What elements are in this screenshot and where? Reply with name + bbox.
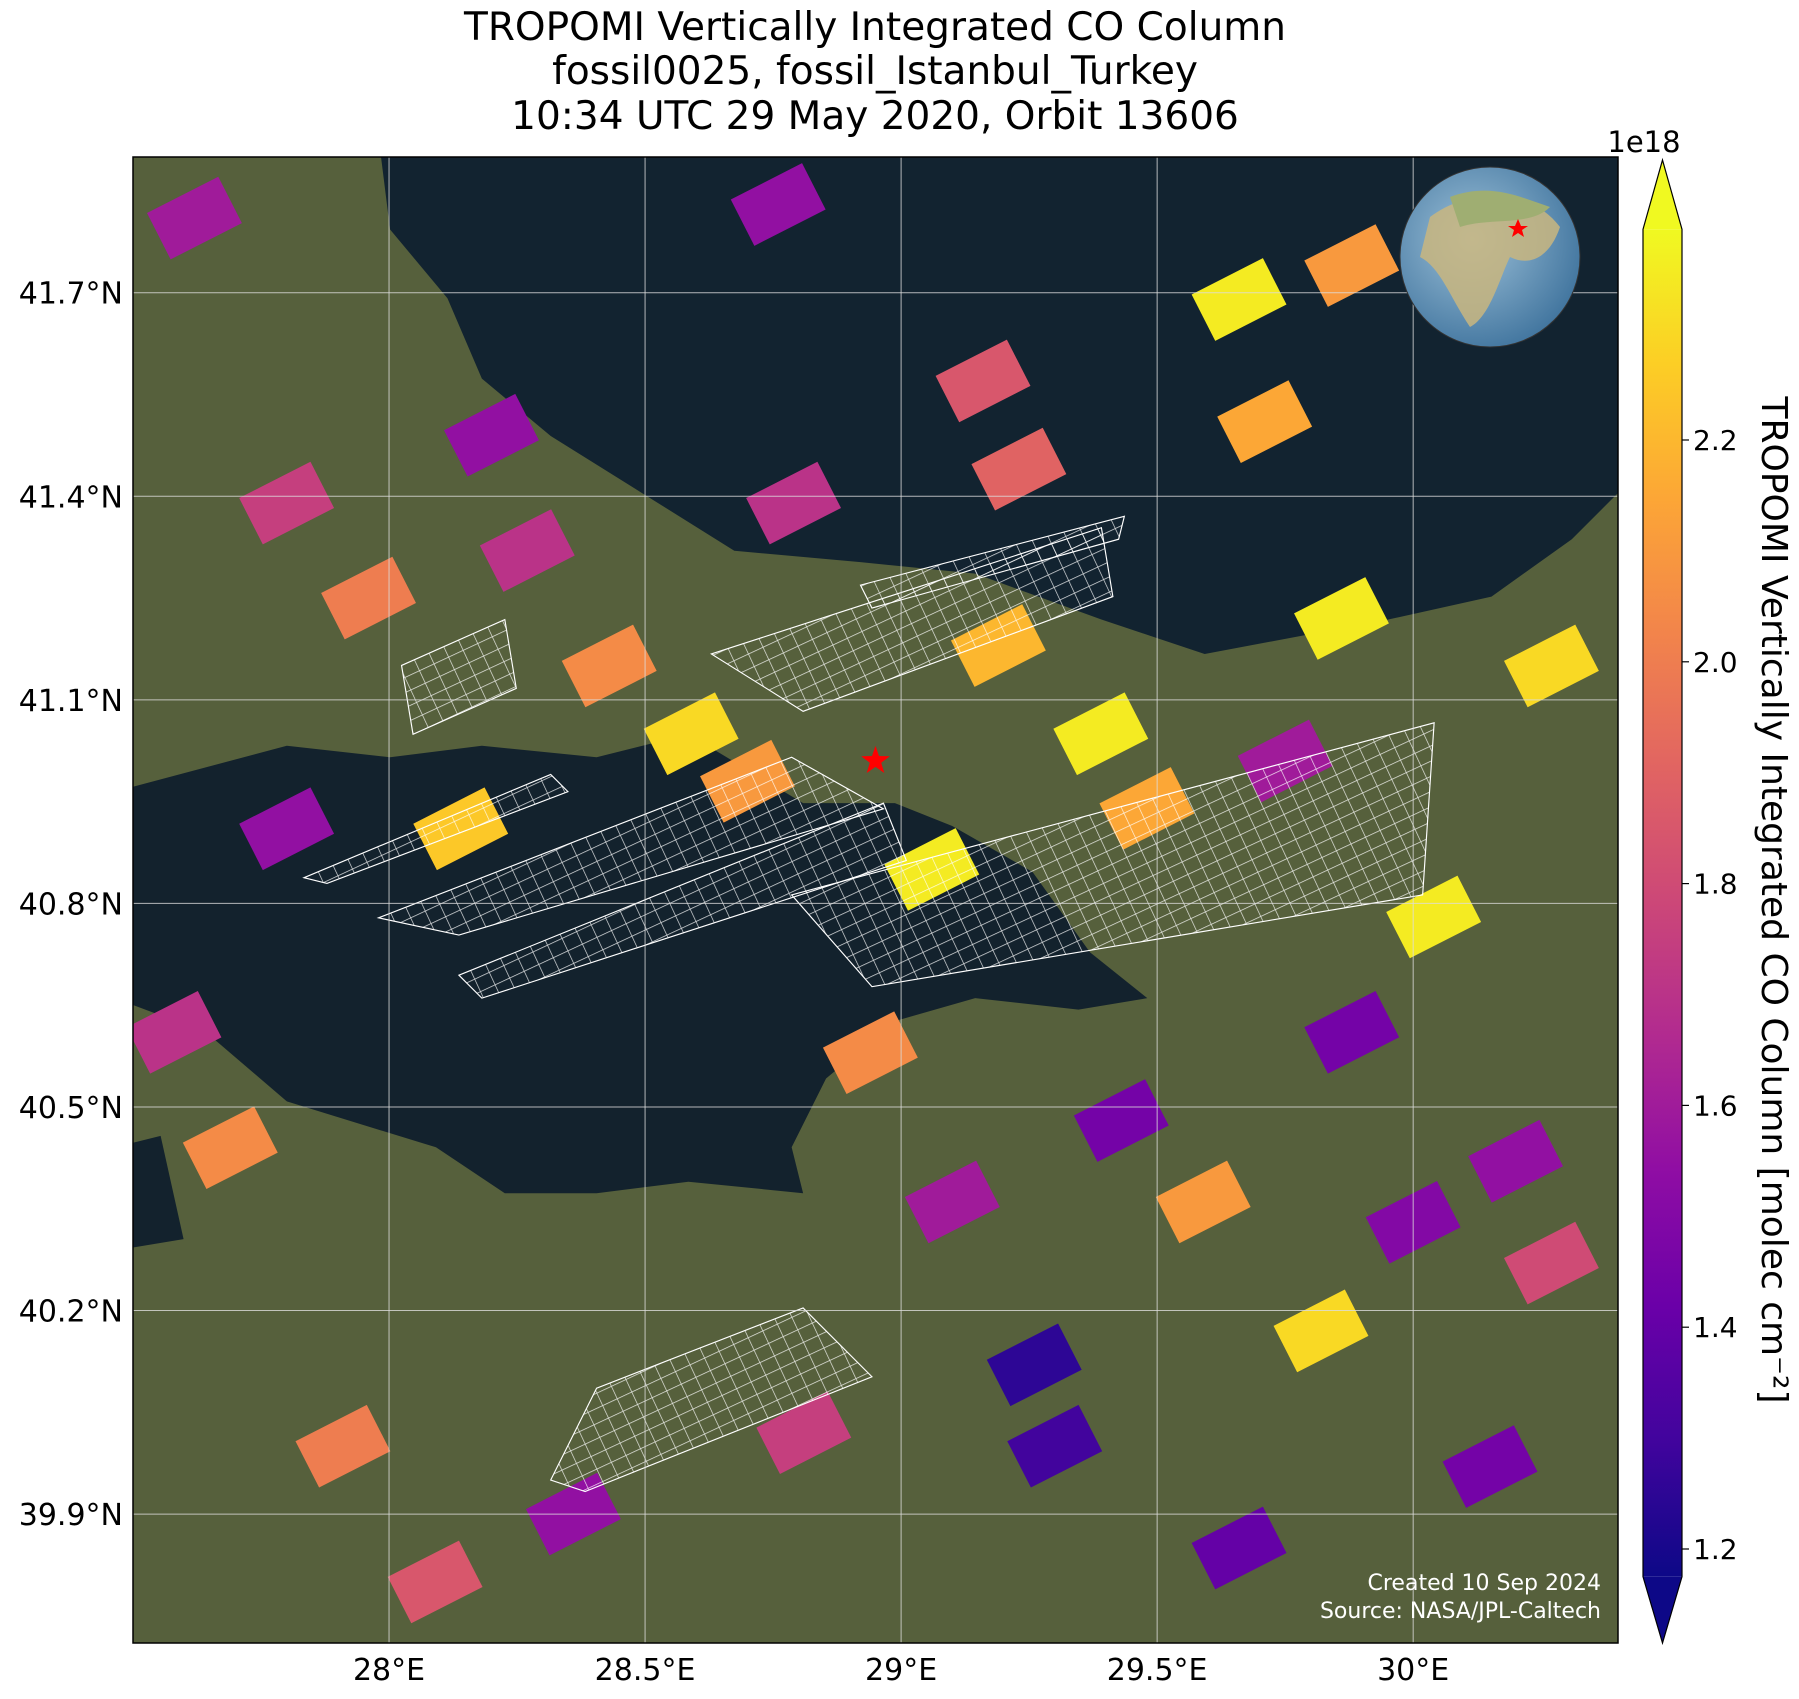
pixel-cell (239, 787, 335, 871)
pixel-cell (746, 461, 842, 545)
pixel-cell (1294, 577, 1389, 660)
colorbar-tick-label: 1.2 (1693, 1533, 1738, 1566)
target-grid (549, 1307, 873, 1493)
pixel-cell (295, 1404, 391, 1488)
chart-subtitle: 10:34 UTC 29 May 2020, Orbit 13606 (511, 94, 1239, 139)
pixel-cell (1155, 1160, 1251, 1244)
pixel-cell (444, 393, 539, 477)
pixel-cell (182, 1106, 278, 1189)
pixel-cell (1468, 1119, 1564, 1203)
cells (133, 163, 1599, 1624)
target-grid (302, 773, 569, 885)
x-tick-label: 29.5°E (1107, 1653, 1208, 1688)
target-grid (790, 722, 1435, 988)
target-grid (400, 618, 517, 736)
x-tick-label: 29°E (865, 1653, 937, 1688)
black-sea (381, 157, 1618, 654)
pixel-cell (1191, 1506, 1287, 1590)
pixel-cell (822, 1011, 918, 1094)
pixel-cell (1304, 224, 1400, 307)
credit: Created 10 Sep 2024 (1368, 1571, 1602, 1596)
colorbar (1643, 229, 1682, 1577)
pixel-cell (1386, 875, 1482, 959)
y-tick-label: 41.1°N (19, 684, 123, 719)
y-tick-label: 39.9°N (19, 1498, 123, 1533)
pixel-cell (239, 461, 335, 545)
pixel-cell (1304, 990, 1400, 1074)
pixel-cell (321, 556, 416, 640)
pixel-cell (904, 1160, 1000, 1244)
colorbar-tick-label: 2.0 (1693, 646, 1738, 679)
pixel-cell (147, 176, 242, 260)
globe-marker (1508, 219, 1528, 237)
colorbar-outline (1642, 157, 1683, 1646)
pixel-cell (1442, 1425, 1538, 1508)
y-tick-label: 40.5°N (19, 1091, 123, 1126)
map-frame (132, 156, 1619, 1644)
pixel-cell (756, 1391, 852, 1474)
pixel-cell (730, 163, 826, 246)
inset-globe (1399, 166, 1581, 348)
colorbar-tick-label: 1.8 (1693, 868, 1738, 901)
pixel-cell (479, 509, 575, 592)
pixel-cell (1007, 1404, 1103, 1488)
target-marker (861, 745, 890, 773)
pixel-cell (1503, 624, 1599, 708)
map-area: Created 10 Sep 2024 Source: NASA/JPL-Cal… (133, 157, 1618, 1643)
globe-land (1420, 195, 1560, 327)
pixel-cell (1503, 1221, 1599, 1305)
pixel-cell (971, 427, 1067, 511)
colorbar-tick-label: 1.4 (1693, 1311, 1738, 1344)
credit: Source: NASA/JPL-Caltech (1320, 1599, 1601, 1624)
target-grid (859, 515, 1126, 609)
pixel-cell (1053, 692, 1149, 776)
pixel-cell (561, 624, 657, 708)
colorbar-tick-label: 1.6 (1693, 1089, 1738, 1122)
y-tick-label: 40.2°N (19, 1295, 123, 1330)
x-tick-label: 28.5°E (595, 1653, 696, 1688)
pixel-cell (1073, 1079, 1169, 1162)
x-tick-label: 28°E (353, 1653, 425, 1688)
globe-land (1450, 190, 1550, 227)
pixel-cell (133, 990, 222, 1074)
y-tick-label: 41.4°N (19, 480, 123, 515)
lake (133, 1135, 184, 1248)
y-tick-label: 41.7°N (19, 277, 123, 312)
target-grids (302, 515, 1435, 1493)
pixel-cell (1191, 258, 1287, 341)
graticule (133, 157, 1618, 1643)
x-tick-label: 30°E (1377, 1653, 1449, 1688)
chart-title: TROPOMI Vertically Integrated CO Column (463, 5, 1286, 50)
y-tick-label: 40.8°N (19, 887, 123, 922)
pixel-cell (643, 692, 739, 776)
colorbar-tick-label: 2.2 (1693, 424, 1738, 457)
colorbar-extend (1643, 1576, 1682, 1643)
colorbar-label: TROPOMI Vertically Integrated CO Column … (1753, 395, 1794, 1403)
pixel-cell (1217, 380, 1313, 463)
target-grid (457, 802, 908, 999)
pixel-cell (935, 339, 1031, 423)
pixel-cell (387, 1540, 483, 1624)
colorbar-exponent: 1e18 (1607, 125, 1680, 159)
colorbar-extend (1643, 160, 1682, 230)
chart-subtitle: fossil0025, fossil_Istanbul_Turkey (552, 49, 1198, 94)
pixel-cell (986, 1323, 1082, 1407)
